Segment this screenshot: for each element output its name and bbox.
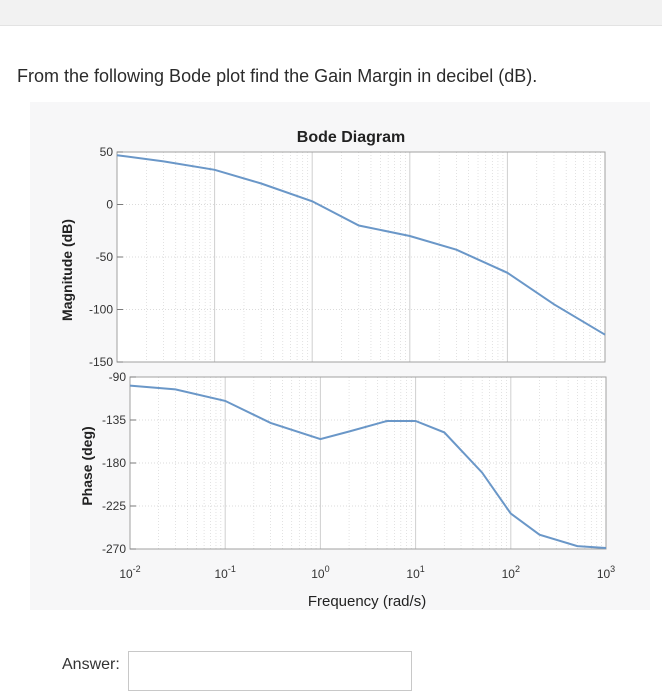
phase-panel: -90 -135 -180 -225 -270 Phase (deg) xyxy=(79,370,607,556)
frequency-axis-label: Frequency (rad/s) xyxy=(308,593,426,610)
bode-chart: Bode Diagram 50 0 -50 -100 -150 Magnitude (d… xyxy=(59,129,615,610)
x-tick-label: 101 xyxy=(406,564,424,581)
y-tick-label: -135 xyxy=(102,413,126,427)
top-band xyxy=(0,0,662,26)
answer-input[interactable] xyxy=(128,651,412,691)
y-tick-label: -90 xyxy=(109,370,127,384)
y-tick-label: -50 xyxy=(96,250,114,264)
y-tick-label: -270 xyxy=(102,542,126,556)
x-tick-label: 100 xyxy=(311,564,329,581)
x-tick-label: 103 xyxy=(597,564,615,581)
y-tick-label: 0 xyxy=(106,198,113,212)
phase-curve xyxy=(129,384,607,549)
x-tick-label: 102 xyxy=(502,564,520,581)
magnitude-panel: 50 0 -50 -100 -150 Magnitude (dB) xyxy=(59,145,606,369)
magnitude-curve xyxy=(116,154,606,336)
y-tick-label: -100 xyxy=(89,303,113,317)
y-tick-label: -150 xyxy=(89,355,113,369)
y-tick-label: -225 xyxy=(102,499,126,513)
frequency-tick-labels: 10-2 10-1 100 101 102 103 xyxy=(119,564,615,581)
x-tick-label: 10-1 xyxy=(215,564,236,581)
magnitude-axis-label: Magnitude (dB) xyxy=(59,219,75,321)
answer-label: Answer: xyxy=(62,656,120,673)
y-tick-label: -180 xyxy=(102,456,126,470)
phase-axis-label: Phase (deg) xyxy=(79,426,95,505)
y-tick-label: 50 xyxy=(100,145,114,159)
chart-title: Bode Diagram xyxy=(297,129,405,146)
question-text: From the following Bode plot find the Ga… xyxy=(17,66,538,86)
x-tick-label: 10-2 xyxy=(119,564,140,581)
